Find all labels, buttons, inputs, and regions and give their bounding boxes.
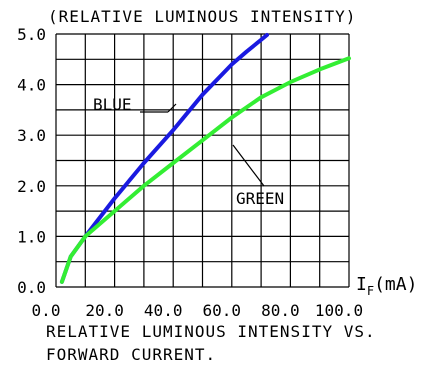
y-tick-label: 1.0 [17, 227, 46, 246]
y-tick-label: 2.0 [17, 177, 46, 196]
x-tick-label: 20.0 [85, 301, 124, 320]
x-axis-label-sub: F [367, 284, 374, 298]
series-label-blue: BLUE [93, 95, 132, 114]
grid [55, 33, 350, 288]
x-tick-labels: 0.0 20.0 40.0 60.0 80.0 100.0 [32, 301, 364, 320]
y-tick-label: 0.0 [17, 278, 46, 297]
x-axis-label: IF(mA) [356, 274, 417, 298]
x-axis-label-main: I [356, 274, 367, 295]
series-line-blue [59, 33, 269, 284]
x-tick-label: 0.0 [32, 301, 61, 320]
y-tick-label: 5.0 [17, 25, 46, 44]
y-tick-label: 4.0 [17, 76, 46, 95]
x-axis-label-unit: (mA) [374, 274, 417, 295]
x-tick-label: 80.0 [261, 301, 300, 320]
series-line-green [59, 56, 351, 284]
leader-line-green [232, 144, 265, 187]
leader-line-blue-diag [167, 103, 177, 113]
y-tick-label: 3.0 [17, 126, 46, 145]
caption-line-2: FORWARD CURRENT. [46, 345, 217, 364]
series-lines [59, 33, 351, 284]
x-tick-label: 40.0 [144, 301, 183, 320]
chart-title: (RELATIVE LUMINOUS INTENSITY) [48, 7, 356, 26]
series-label-green: GREEN [236, 189, 284, 208]
x-tick-label: 100.0 [315, 301, 363, 320]
x-tick-label: 60.0 [203, 301, 242, 320]
caption-line-1: RELATIVE LUMINOUS INTENSITY VS. [46, 322, 376, 341]
y-tick-labels: 0.0 1.0 2.0 3.0 4.0 5.0 [17, 25, 46, 297]
